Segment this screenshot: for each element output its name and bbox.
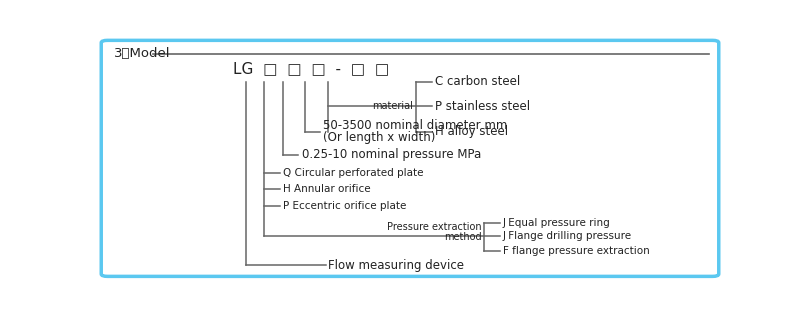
Text: J Equal pressure ring: J Equal pressure ring (503, 218, 610, 228)
Text: F flange pressure extraction: F flange pressure extraction (503, 246, 650, 256)
Text: C carbon steel: C carbon steel (435, 75, 520, 88)
FancyBboxPatch shape (102, 40, 718, 276)
Text: 50-3500 nominal diameter mm: 50-3500 nominal diameter mm (323, 119, 507, 132)
Text: LG  □  □  □  -  □  □: LG □ □ □ - □ □ (234, 61, 390, 76)
Text: 3、Model: 3、Model (114, 47, 170, 60)
Text: material: material (372, 101, 413, 111)
Text: H alloy steel: H alloy steel (435, 125, 508, 138)
Text: Pressure extraction: Pressure extraction (386, 222, 482, 232)
Text: P stainless steel: P stainless steel (435, 100, 530, 112)
Text: (Or length x width): (Or length x width) (323, 131, 435, 144)
Text: 0.25-10 nominal pressure MPa: 0.25-10 nominal pressure MPa (302, 148, 481, 161)
Text: J Flange drilling pressure: J Flange drilling pressure (503, 231, 632, 241)
Text: method: method (444, 233, 482, 242)
Text: H Annular orifice: H Annular orifice (283, 184, 370, 194)
Text: Flow measuring device: Flow measuring device (328, 259, 464, 272)
Text: Q Circular perforated plate: Q Circular perforated plate (283, 168, 423, 178)
Text: P Eccentric orifice plate: P Eccentric orifice plate (283, 201, 406, 211)
